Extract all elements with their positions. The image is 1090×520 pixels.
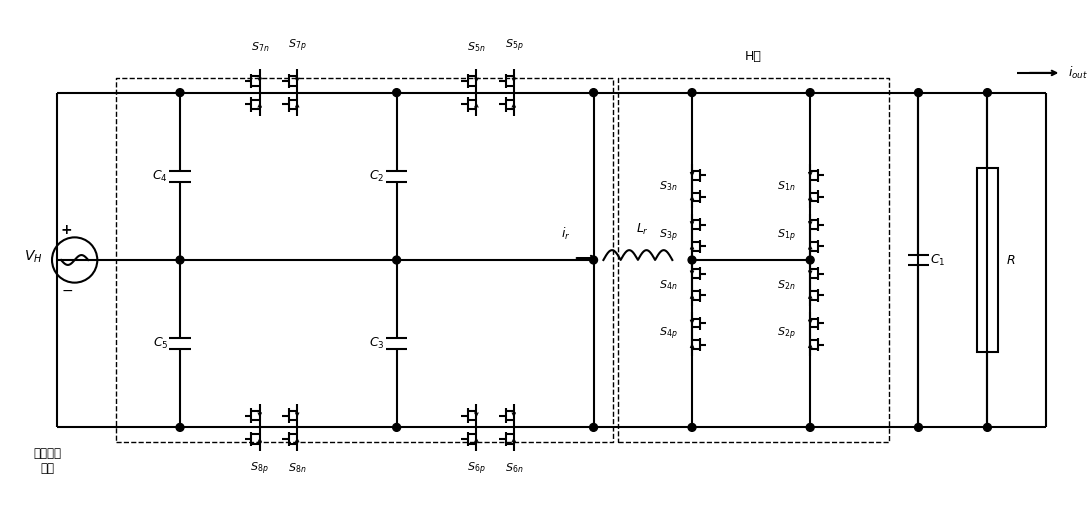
Text: $L_r$: $L_r$ bbox=[637, 222, 650, 237]
Circle shape bbox=[688, 256, 695, 264]
Circle shape bbox=[392, 89, 400, 97]
Text: $S_{3n}$: $S_{3n}$ bbox=[658, 179, 677, 193]
Text: $-$: $-$ bbox=[61, 282, 73, 296]
Text: $C_4$: $C_4$ bbox=[153, 169, 168, 184]
Circle shape bbox=[688, 89, 695, 97]
Text: $S_{6n}$: $S_{6n}$ bbox=[505, 461, 523, 475]
Text: $C_1$: $C_1$ bbox=[930, 252, 946, 268]
Text: $S_{1n}$: $S_{1n}$ bbox=[777, 179, 796, 193]
Text: 开关电容
模块: 开关电容 模块 bbox=[33, 447, 61, 475]
Text: H桥: H桥 bbox=[746, 50, 762, 63]
Text: $S_{2n}$: $S_{2n}$ bbox=[777, 278, 796, 292]
Circle shape bbox=[590, 423, 597, 431]
Circle shape bbox=[392, 256, 400, 264]
Text: $S_{1p}$: $S_{1p}$ bbox=[777, 227, 796, 243]
Circle shape bbox=[688, 423, 695, 431]
Circle shape bbox=[392, 423, 400, 431]
Text: $C_3$: $C_3$ bbox=[370, 336, 385, 351]
Text: $i_r$: $i_r$ bbox=[561, 226, 571, 242]
Circle shape bbox=[590, 89, 597, 97]
Text: $S_{8n}$: $S_{8n}$ bbox=[288, 461, 306, 475]
Text: $S_{4p}$: $S_{4p}$ bbox=[658, 326, 677, 342]
Circle shape bbox=[807, 256, 814, 264]
Circle shape bbox=[177, 256, 184, 264]
Text: $S_{8p}$: $S_{8p}$ bbox=[251, 461, 269, 477]
Circle shape bbox=[807, 89, 814, 97]
Circle shape bbox=[915, 423, 922, 431]
Text: $S_{5n}$: $S_{5n}$ bbox=[468, 41, 485, 54]
Circle shape bbox=[590, 256, 597, 264]
Text: +: + bbox=[61, 224, 73, 238]
Text: $S_{6p}$: $S_{6p}$ bbox=[468, 461, 486, 477]
Bar bbox=[977, 168, 998, 352]
Text: $C_5$: $C_5$ bbox=[153, 336, 168, 351]
Text: $R$: $R$ bbox=[1006, 254, 1016, 267]
Text: $S_{4n}$: $S_{4n}$ bbox=[658, 278, 677, 292]
Text: $S_{3p}$: $S_{3p}$ bbox=[658, 227, 677, 243]
Text: $V_H$: $V_H$ bbox=[24, 249, 43, 265]
Text: $S_{7p}$: $S_{7p}$ bbox=[288, 38, 306, 54]
Text: $C_2$: $C_2$ bbox=[370, 169, 385, 184]
Circle shape bbox=[915, 89, 922, 97]
Circle shape bbox=[807, 423, 814, 431]
Circle shape bbox=[983, 423, 991, 431]
Text: $S_{5p}$: $S_{5p}$ bbox=[505, 38, 523, 54]
Text: $S_{2p}$: $S_{2p}$ bbox=[777, 326, 796, 342]
Text: $i_{out}$: $i_{out}$ bbox=[1068, 65, 1088, 81]
Circle shape bbox=[177, 89, 184, 97]
Circle shape bbox=[983, 89, 991, 97]
Text: $S_{7n}$: $S_{7n}$ bbox=[251, 41, 269, 54]
Circle shape bbox=[177, 423, 184, 431]
